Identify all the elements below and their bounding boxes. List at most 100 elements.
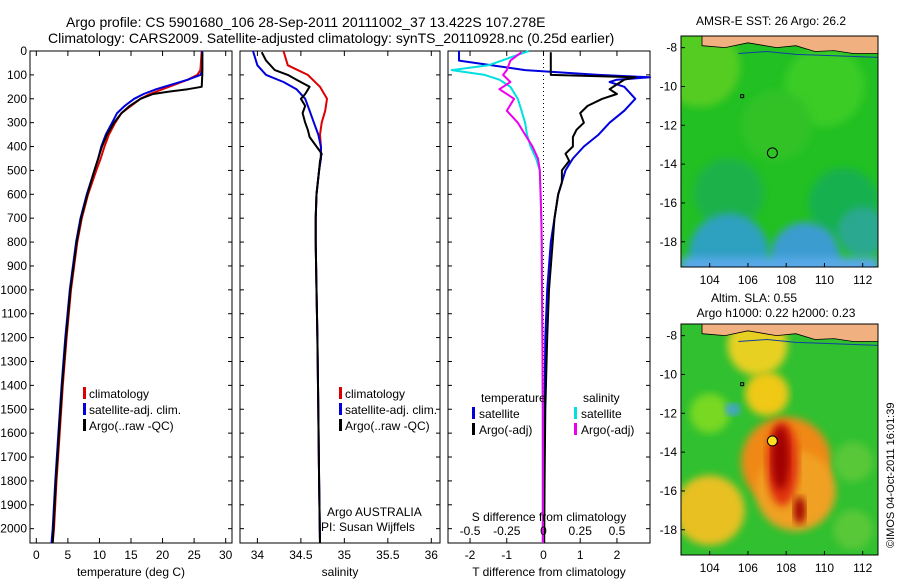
legend-marker xyxy=(472,423,475,435)
legend-title-left: temperature xyxy=(481,391,546,405)
difference-xtick-label: 1 xyxy=(577,548,584,562)
salinity-xtick-label: 34 xyxy=(251,548,265,562)
legend-label: satellite-adj. clim. xyxy=(345,403,437,417)
temperature-xlabel: temperature (deg C) xyxy=(77,565,185,579)
legend-label: Argo(-adj) xyxy=(479,423,532,437)
sla-map-argo-marker xyxy=(766,435,778,447)
legend-title-right: salinity xyxy=(583,391,620,405)
sst-map-island xyxy=(740,94,745,99)
temperature-ytick-label: 200 xyxy=(7,92,27,106)
sla-map-ytick-label: -10 xyxy=(660,367,678,381)
temperature-ytick-label: 1700 xyxy=(0,450,27,464)
figure-title-line1: Argo profile: CS 5901680_106 28-Sep-2011… xyxy=(66,14,546,30)
legend-label: satellite-adj. clim. xyxy=(89,403,181,417)
difference-series-3 xyxy=(498,51,544,543)
sst-map-xtick-label: 110 xyxy=(815,273,834,287)
sst-map-ytick-label: -18 xyxy=(660,235,678,249)
temperature-xtick-label: 20 xyxy=(156,548,170,562)
sla-patch xyxy=(833,441,874,482)
sst-map-frame xyxy=(680,35,879,268)
sla-map-panel: 104 106 108 110 112 -8 -10 -12 -14 -16 -18 Altim. S… xyxy=(660,291,879,575)
sla-map-ytick-label: -18 xyxy=(660,523,678,537)
temperature-xtick-label: 25 xyxy=(187,548,201,562)
legend-marker xyxy=(339,419,342,431)
temperature-ytick-label: 800 xyxy=(7,235,27,249)
temperature-ytick-label: 100 xyxy=(7,68,27,82)
temperature-ytick-label: 1900 xyxy=(0,498,27,512)
sst-map-contour xyxy=(738,50,878,58)
legend-marker xyxy=(339,387,342,399)
x2tick-label: 0.25 xyxy=(569,524,593,538)
annotation-line: PI: Susan Wijffels xyxy=(321,520,415,534)
sla-map-ytick-label: -8 xyxy=(666,329,677,343)
sst-patch xyxy=(688,213,769,267)
sla-map-xtick-label: 110 xyxy=(815,561,834,575)
sla-patch xyxy=(689,393,730,434)
temperature-panel: 0 5 10 15 20 25 300100200300400500600700800900… xyxy=(0,44,232,579)
sla-map-field xyxy=(681,324,878,555)
sst-map-panel: 104 106 108 110 112 -8 -10 -12 -14 -16 -18 AMSR-E S… xyxy=(660,14,879,287)
temperature-xtick-label: 0 xyxy=(33,548,40,562)
temperature-ytick-label: 2000 xyxy=(0,522,27,536)
temperature-series-2 xyxy=(51,52,204,544)
difference-panel: -2 -1 0 1 2 T difference from climatology -0.5… xyxy=(447,50,651,579)
temperature-ytick-label: 1600 xyxy=(0,426,27,440)
temperature-ytick-label: 1300 xyxy=(0,354,27,368)
x2tick-label: -0.25 xyxy=(493,524,521,538)
sst-patch xyxy=(770,222,841,267)
salinity-xtick-label: 35 xyxy=(338,548,352,562)
difference-xtick-label: -1 xyxy=(501,548,512,562)
legend-marker xyxy=(83,387,86,399)
legend-label: satellite xyxy=(581,407,622,421)
sst-map-ytick-label: -16 xyxy=(660,196,678,210)
difference-series-1 xyxy=(543,52,637,544)
x2tick-label: -0.5 xyxy=(460,524,481,538)
difference-xtick-label: 2 xyxy=(614,548,621,562)
temperature-ytick-label: 700 xyxy=(7,211,27,225)
sst-map-xtick-label: 106 xyxy=(738,273,758,287)
sst-map-ytick-label: -10 xyxy=(660,79,678,93)
temperature-xtick-label: 5 xyxy=(65,548,72,562)
legend-marker xyxy=(339,403,342,415)
sst-map-land xyxy=(701,36,878,54)
sst-cool-band xyxy=(681,257,878,267)
sla-map-xtick-label: 104 xyxy=(700,561,720,575)
salinity-xtick-label: 35.5 xyxy=(376,548,400,562)
legend-marker xyxy=(472,407,475,419)
sst-map-ytick-label: -12 xyxy=(660,118,678,132)
temperature-ytick-label: 300 xyxy=(7,116,27,130)
legend-label: satellite xyxy=(479,407,520,421)
temperature-ytick-label: 1000 xyxy=(0,283,27,297)
sst-patch xyxy=(693,158,764,229)
salinity-frame xyxy=(239,50,441,544)
salinity-xtick-label: 34.5 xyxy=(289,548,313,562)
sla-map-title: Altim. SLA: 0.55 xyxy=(711,291,797,305)
x2tick-label: 0 xyxy=(540,524,547,538)
sla-map-xtick-label: 108 xyxy=(776,561,796,575)
difference-xtick-label: 0 xyxy=(540,548,547,562)
temperature-xtick-label: 15 xyxy=(124,548,138,562)
sla-map-contour xyxy=(738,338,878,346)
salinity-series-2 xyxy=(260,51,323,544)
figure-title-line2: Climatology: CARS2009. Satellite-adjuste… xyxy=(48,30,615,46)
legend-label: climatology xyxy=(89,387,149,401)
temperature-frame xyxy=(29,50,233,544)
sla-peak xyxy=(793,496,806,525)
credit-stamp: ©IMOS 04-Oct-2011 16:01:39 xyxy=(885,402,897,548)
sst-map-argo-marker xyxy=(766,147,778,159)
temperature-ytick-label: 900 xyxy=(7,259,27,273)
legend-label: Argo(-adj) xyxy=(581,423,634,437)
temperature-ytick-label: 1500 xyxy=(0,402,27,416)
x2label: S difference from climatology xyxy=(472,510,627,524)
x2tick-label: 0.5 xyxy=(609,524,626,538)
sst-map-field xyxy=(681,36,878,267)
sst-map-ytick-label: -8 xyxy=(666,41,677,55)
sla-patch xyxy=(833,509,874,550)
sla-map-island xyxy=(740,382,745,387)
temperature-ytick-label: 1100 xyxy=(1,307,27,321)
difference-xtick-label: -2 xyxy=(465,548,476,562)
sla-patch xyxy=(727,324,788,376)
salinity-xlabel: salinity xyxy=(322,565,359,579)
sla-patch xyxy=(681,475,745,546)
